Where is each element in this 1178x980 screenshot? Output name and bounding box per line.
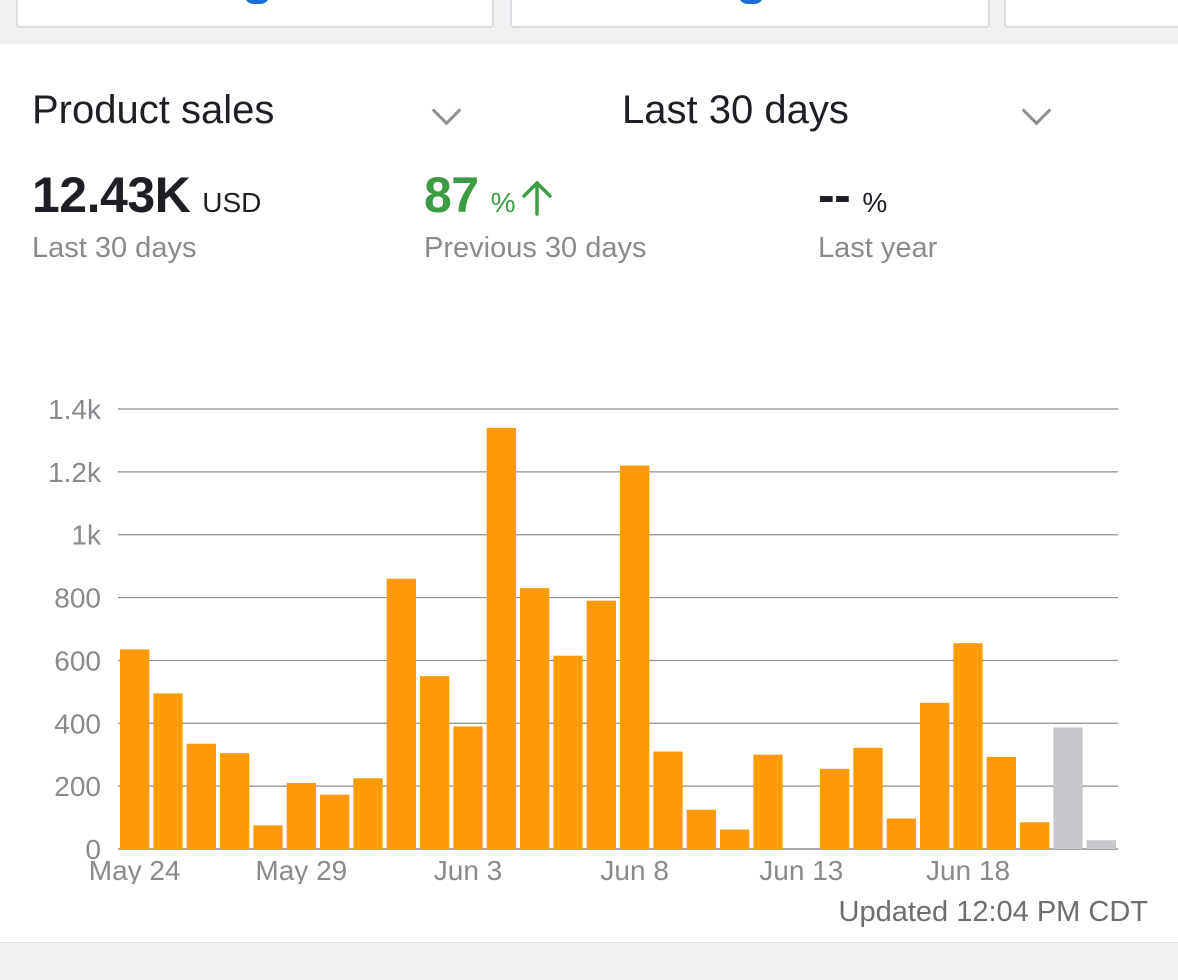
bar[interactable]	[253, 825, 283, 849]
bar[interactable]	[986, 756, 1016, 849]
summary-card-3[interactable]	[1004, 0, 1178, 28]
y-tick-label: 1.2k	[48, 457, 102, 488]
chevron-down-icon	[1021, 95, 1052, 126]
previous-caption: Previous 30 days	[424, 232, 647, 264]
bar[interactable]	[753, 754, 783, 849]
summary-card-2[interactable]	[510, 0, 990, 28]
x-tick-label: Jun 8	[600, 855, 669, 884]
previous-value: 87	[424, 167, 479, 223]
bar[interactable]	[886, 818, 916, 849]
bar[interactable]	[853, 747, 883, 849]
current-value: 12.43K	[32, 167, 191, 223]
sales-card: Product sales Last 30 days 12.43K USD La…	[0, 44, 1178, 942]
current-caption: Last 30 days	[32, 232, 197, 264]
bar[interactable]	[386, 578, 416, 849]
next-card-strip	[0, 942, 1178, 980]
y-tick-label: 1.4k	[48, 394, 102, 425]
metric-current: 12.43K USD Last 30 days	[32, 166, 261, 265]
x-tick-label: Jun 18	[926, 855, 1010, 884]
range-dropdown-label: Last 30 days	[622, 87, 849, 132]
x-tick-label: Jun 13	[759, 855, 843, 884]
bar[interactable]	[486, 427, 516, 849]
sales-bar-chart: 0 200 400 600 800 1k 1.2k 1.4k May 24 May 29 Jun 3…	[0, 344, 1178, 886]
last-year-unit: %	[862, 187, 888, 218]
bar[interactable]	[453, 726, 483, 849]
summary-card-1[interactable]	[16, 0, 494, 28]
bar[interactable]	[553, 655, 583, 849]
bar[interactable]	[1053, 727, 1083, 849]
card-link-fragment	[244, 0, 270, 4]
arrow-up-icon	[521, 181, 552, 216]
bar[interactable]	[320, 794, 350, 849]
previous-unit: %	[490, 187, 516, 218]
bar[interactable]	[220, 753, 250, 849]
y-tick-label: 0	[85, 834, 101, 865]
y-tick-label: 400	[54, 708, 101, 739]
range-dropdown[interactable]: Last 30 days	[622, 80, 1062, 140]
metric-dropdown-label: Product sales	[32, 87, 275, 132]
y-tick-label: 600	[54, 645, 101, 676]
bar[interactable]	[586, 600, 616, 849]
y-tick-label: 800	[54, 583, 101, 614]
x-tick-label: May 24	[89, 855, 181, 884]
bar[interactable]	[920, 702, 950, 849]
current-unit: USD	[202, 187, 262, 218]
bar[interactable]	[686, 809, 716, 849]
last-year-caption: Last year	[818, 232, 938, 264]
updated-timestamp: Updated 12:04 PM CDT	[838, 896, 1148, 928]
bar[interactable]	[353, 778, 383, 849]
bar[interactable]	[820, 768, 850, 849]
last-year-value: --	[818, 167, 851, 223]
bar[interactable]	[720, 829, 750, 849]
bar[interactable]	[653, 751, 683, 849]
bar[interactable]	[620, 465, 650, 849]
metric-dropdown[interactable]: Product sales	[32, 80, 472, 140]
y-tick-label: 200	[54, 771, 101, 802]
bar[interactable]	[286, 783, 316, 849]
bar[interactable]	[420, 676, 450, 849]
card-link-fragment	[738, 0, 764, 4]
metric-previous: 87 % Previous 30 days	[424, 166, 646, 265]
chart-svg: 0 200 400 600 800 1k 1.2k 1.4k May 24 May 29 Jun 3…	[48, 394, 1118, 886]
bar[interactable]	[520, 588, 550, 849]
bar[interactable]	[186, 743, 216, 849]
bar[interactable]	[1086, 840, 1116, 849]
chevron-down-icon	[431, 95, 462, 126]
x-tick-label: May 29	[255, 855, 347, 884]
y-tick-label: 1k	[71, 520, 102, 551]
x-tick-label: Jun 3	[434, 855, 503, 884]
top-card-strip	[0, 0, 1178, 44]
bar[interactable]	[120, 649, 150, 849]
bar[interactable]	[953, 643, 983, 849]
bar[interactable]	[1020, 822, 1050, 849]
bar[interactable]	[153, 693, 183, 849]
metric-last-year: -- % Last year	[818, 166, 937, 265]
